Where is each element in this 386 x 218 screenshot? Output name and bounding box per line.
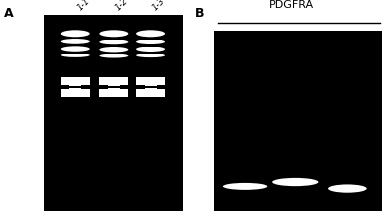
Ellipse shape <box>223 183 267 190</box>
Bar <box>61 86 90 88</box>
Ellipse shape <box>272 178 318 186</box>
Bar <box>136 77 165 97</box>
Text: A: A <box>4 7 14 20</box>
Bar <box>136 86 165 88</box>
Bar <box>214 31 382 211</box>
Bar <box>63 38 88 39</box>
Bar <box>63 52 88 54</box>
Text: 1-2: 1-2 <box>114 0 130 12</box>
Text: 18: 18 <box>340 31 354 41</box>
Ellipse shape <box>100 39 128 44</box>
Bar <box>63 45 88 46</box>
Bar <box>136 85 145 89</box>
Bar <box>101 38 127 40</box>
Bar <box>81 85 90 89</box>
Ellipse shape <box>61 39 90 44</box>
Ellipse shape <box>136 53 165 57</box>
Ellipse shape <box>61 30 90 37</box>
Text: 14: 14 <box>288 31 302 41</box>
Bar <box>157 85 165 89</box>
Ellipse shape <box>61 46 90 52</box>
Bar <box>120 85 128 89</box>
Ellipse shape <box>136 47 165 52</box>
Ellipse shape <box>61 53 90 57</box>
Bar <box>61 77 90 97</box>
Ellipse shape <box>100 54 128 58</box>
Text: 1-3: 1-3 <box>151 0 167 12</box>
Text: PDGFRA: PDGFRA <box>269 0 314 10</box>
Ellipse shape <box>328 184 367 193</box>
Bar <box>100 86 128 88</box>
Text: 12: 12 <box>238 31 252 41</box>
Bar <box>101 45 127 47</box>
Bar <box>138 52 163 54</box>
Bar <box>101 53 127 54</box>
Text: 1-1: 1-1 <box>75 0 91 12</box>
Text: B: B <box>195 7 205 20</box>
Bar <box>44 15 183 211</box>
Bar <box>138 38 163 40</box>
Bar <box>100 85 108 89</box>
Ellipse shape <box>100 47 128 52</box>
Bar <box>100 77 128 97</box>
Bar <box>138 45 163 47</box>
Bar <box>61 85 69 89</box>
Ellipse shape <box>100 30 128 37</box>
Ellipse shape <box>136 30 165 37</box>
Ellipse shape <box>136 39 165 44</box>
